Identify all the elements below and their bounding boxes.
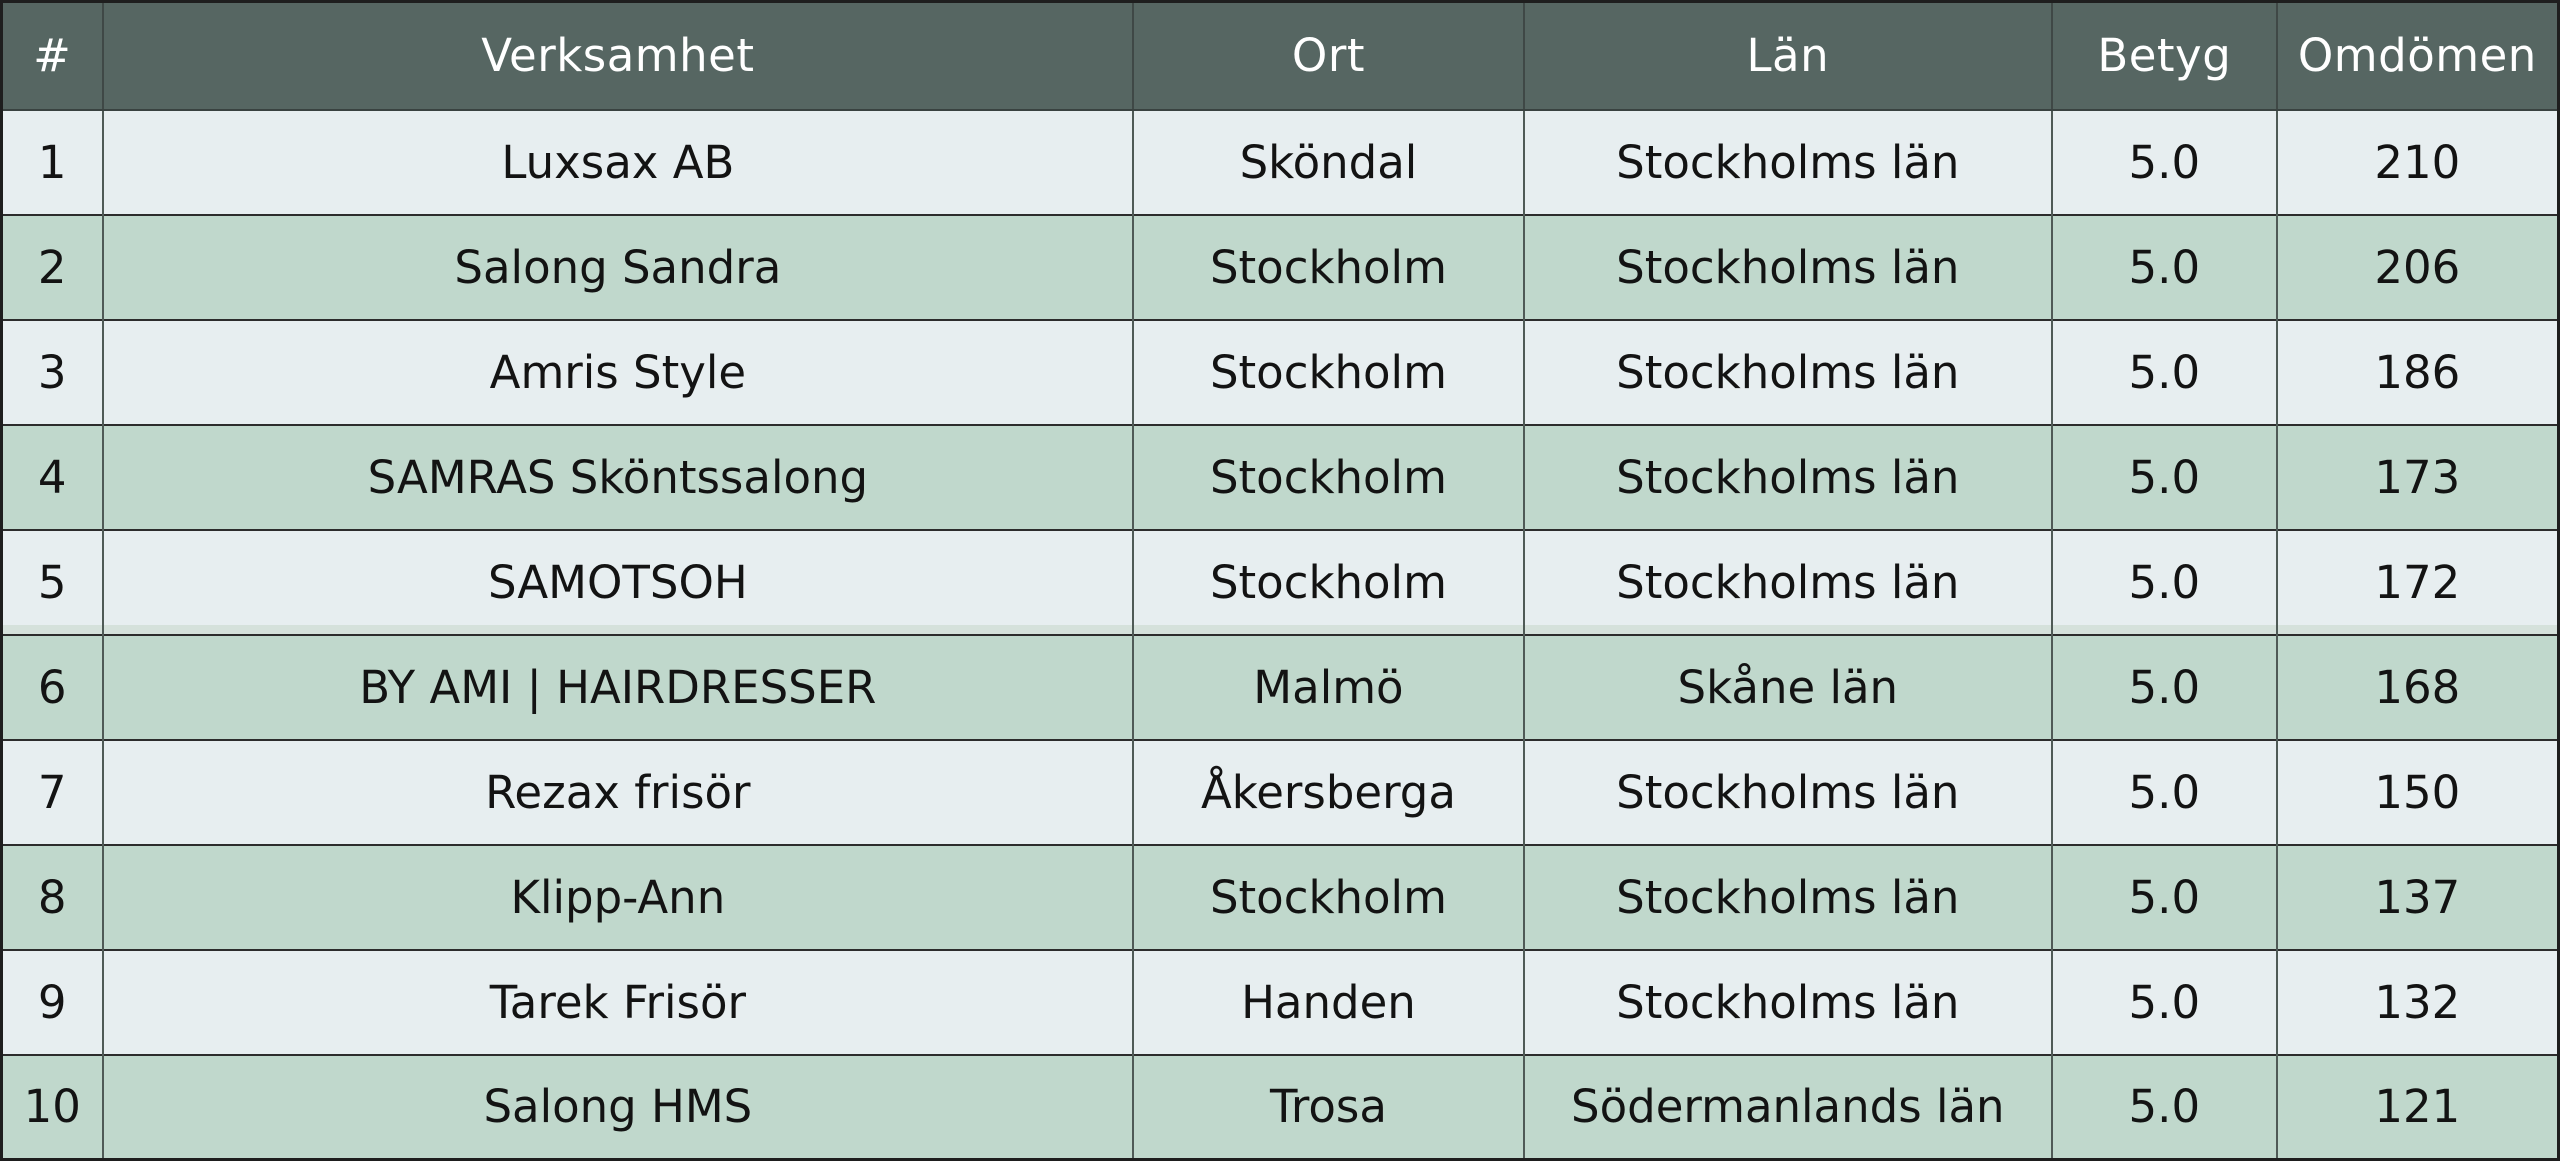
table-header: # Verksamhet Ort Län Betyg Omdömen (1, 1, 2559, 111)
cell-omdomen: 210 (2275, 108, 2559, 215)
cell-omdomen: 186 (2275, 318, 2559, 425)
cell-ort: Trosa (1132, 1053, 1524, 1160)
table-row: 8 Klipp-Ann Stockholm Stockholms län 5.0… (1, 843, 2559, 950)
table-row: 6 BY AMI | HAIRDRESSER Malmö Skåne län 5… (1, 633, 2559, 740)
cell-betyg: 5.0 (2050, 108, 2277, 215)
cell-omdomen: 173 (2275, 423, 2559, 530)
cell-rank: 2 (1, 213, 103, 320)
cell-betyg: 5.0 (2050, 738, 2277, 845)
cell-verksamhet: Amris Style (101, 318, 1134, 425)
cell-lan: Stockholms län (1522, 948, 2052, 1055)
cell-rank: 8 (1, 843, 103, 950)
cell-ort: Stockholm (1132, 423, 1524, 530)
table-row: 1 Luxsax AB Sköndal Stockholms län 5.0 2… (1, 108, 2559, 215)
cell-omdomen: 121 (2275, 1053, 2559, 1160)
cell-verksamhet: Tarek Frisör (101, 948, 1134, 1055)
table-row: 9 Tarek Frisör Handen Stockholms län 5.0… (1, 948, 2559, 1055)
cell-betyg: 5.0 (2050, 318, 2277, 425)
cell-rank: 6 (1, 633, 103, 740)
column-header-lan: Län (1522, 1, 2052, 111)
cell-lan: Stockholms län (1522, 423, 2052, 530)
cell-rank: 5 (1, 528, 103, 635)
cell-betyg: 5.0 (2050, 633, 2277, 740)
cell-omdomen: 137 (2275, 843, 2559, 950)
cell-lan: Stockholms län (1522, 843, 2052, 950)
cell-ort: Handen (1132, 948, 1524, 1055)
cell-verksamhet: Rezax frisör (101, 738, 1134, 845)
cell-rank: 7 (1, 738, 103, 845)
cell-verksamhet: Salong HMS (101, 1053, 1134, 1160)
table-row: 10 Salong HMS Trosa Södermanlands län 5.… (1, 1053, 2559, 1160)
cell-ort: Stockholm (1132, 528, 1524, 635)
cell-verksamhet: SAMOTSOH (101, 528, 1134, 635)
table-row: 7 Rezax frisör Åkersberga Stockholms län… (1, 738, 2559, 845)
cell-lan: Södermanlands län (1522, 1053, 2052, 1160)
column-header-verksamhet: Verksamhet (101, 1, 1134, 111)
table-row: 3 Amris Style Stockholm Stockholms län 5… (1, 318, 2559, 425)
cell-omdomen: 172 (2275, 528, 2559, 635)
cell-verksamhet: Klipp-Ann (101, 843, 1134, 950)
cell-lan: Stockholms län (1522, 738, 2052, 845)
cell-verksamhet: BY AMI | HAIRDRESSER (101, 633, 1134, 740)
cell-lan: Skåne län (1522, 633, 2052, 740)
column-header-ort: Ort (1132, 1, 1524, 111)
cell-betyg: 5.0 (2050, 423, 2277, 530)
table-row: 5 SAMOTSOH Stockholm Stockholms län 5.0 … (1, 528, 2559, 635)
cell-ort: Åkersberga (1132, 738, 1524, 845)
cell-ort: Stockholm (1132, 213, 1524, 320)
cell-omdomen: 132 (2275, 948, 2559, 1055)
cell-lan: Stockholms län (1522, 108, 2052, 215)
cell-verksamhet: SAMRAS Sköntssalong (101, 423, 1134, 530)
cell-rank: 9 (1, 948, 103, 1055)
header-row: # Verksamhet Ort Län Betyg Omdömen (1, 1, 2559, 111)
cell-betyg: 5.0 (2050, 213, 2277, 320)
cell-rank: 1 (1, 108, 103, 215)
cell-ort: Sköndal (1132, 108, 1524, 215)
cell-verksamhet: Luxsax AB (101, 108, 1134, 215)
cell-omdomen: 168 (2275, 633, 2559, 740)
column-header-omdomen: Omdömen (2275, 1, 2559, 111)
cell-lan: Stockholms län (1522, 528, 2052, 635)
table-row: 2 Salong Sandra Stockholm Stockholms län… (1, 213, 2559, 320)
cell-ort: Stockholm (1132, 318, 1524, 425)
cell-lan: Stockholms län (1522, 318, 2052, 425)
cell-rank: 4 (1, 423, 103, 530)
cell-betyg: 5.0 (2050, 1053, 2277, 1160)
cell-lan: Stockholms län (1522, 213, 2052, 320)
table-body: 1 Luxsax AB Sköndal Stockholms län 5.0 2… (1, 108, 2559, 1160)
column-header-rank: # (1, 1, 103, 111)
cell-ort: Malmö (1132, 633, 1524, 740)
cell-betyg: 5.0 (2050, 948, 2277, 1055)
cell-ort: Stockholm (1132, 843, 1524, 950)
cell-omdomen: 150 (2275, 738, 2559, 845)
column-header-betyg: Betyg (2050, 1, 2277, 111)
cell-rank: 10 (1, 1053, 103, 1160)
cell-betyg: 5.0 (2050, 843, 2277, 950)
table-row: 4 SAMRAS Sköntssalong Stockholm Stockhol… (1, 423, 2559, 530)
cell-verksamhet: Salong Sandra (101, 213, 1134, 320)
cell-omdomen: 206 (2275, 213, 2559, 320)
cell-rank: 3 (1, 318, 103, 425)
cell-betyg: 5.0 (2050, 528, 2277, 635)
